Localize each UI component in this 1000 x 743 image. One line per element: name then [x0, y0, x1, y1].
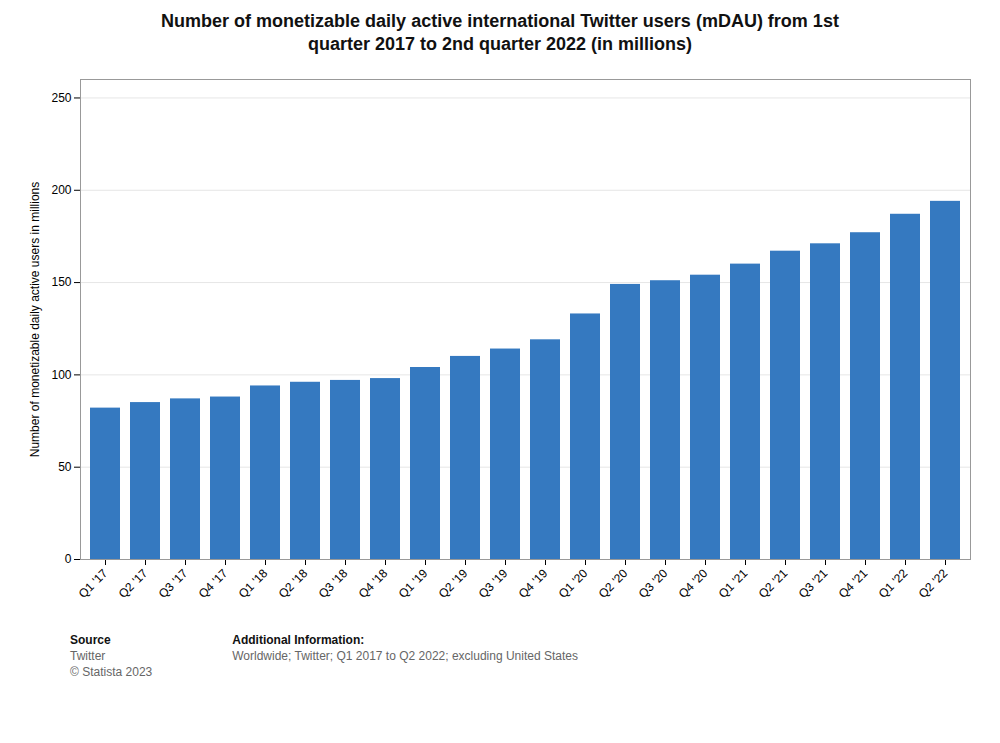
svg-text:Q4 '19: Q4 '19 [516, 566, 551, 601]
svg-text:100: 100 [51, 368, 71, 382]
svg-text:Q2 '22: Q2 '22 [916, 566, 951, 601]
svg-text:0: 0 [65, 552, 72, 566]
svg-text:Q3 '21: Q3 '21 [796, 566, 831, 601]
svg-text:Q2 '19: Q2 '19 [436, 566, 471, 601]
svg-text:Q3 '20: Q3 '20 [636, 566, 671, 601]
html-text:Twitter © Statista 2023: Twitter © Statista 2023 [70, 649, 153, 679]
svg-text:Q2 '21: Q2 '21 [756, 566, 791, 601]
svg-text:Q1 '19: Q1 '19 [396, 566, 431, 601]
html-text:Source: Source [70, 633, 111, 647]
svg-text:150: 150 [51, 275, 71, 289]
html-text:Number of monetizable daily ac: Number of monetizable daily active inter… [161, 11, 839, 54]
svg-text:200: 200 [51, 183, 71, 197]
svg-text:Q3 '17: Q3 '17 [156, 566, 191, 601]
svg-text:Q1 '18: Q1 '18 [236, 566, 271, 601]
html-text:Additional Information:: Additional Information: [232, 633, 365, 647]
svg-text:Q1 '20: Q1 '20 [556, 566, 591, 601]
svg-text:Q3 '18: Q3 '18 [316, 566, 351, 601]
svg-text:Q1 '22: Q1 '22 [876, 566, 911, 601]
svg-text:Q1 '21: Q1 '21 [716, 566, 751, 601]
svg-text:50: 50 [58, 460, 72, 474]
svg-text:Q4 '17: Q4 '17 [196, 566, 231, 601]
svg-text:250: 250 [51, 91, 71, 105]
svg-text:Q2 '17: Q2 '17 [116, 566, 151, 601]
svg-text:Q2 '20: Q2 '20 [596, 566, 631, 601]
svg-text:Q4 '18: Q4 '18 [356, 566, 391, 601]
svg-text:Q4 '20: Q4 '20 [676, 566, 711, 601]
svg-text:Q1 '17: Q1 '17 [76, 566, 111, 601]
svg-text:Q2 '18: Q2 '18 [276, 566, 311, 601]
svg-text:Number of monetizable daily ac: Number of monetizable daily active users… [28, 182, 42, 457]
svg-text:Q4 '21: Q4 '21 [836, 566, 871, 601]
html-text:Worldwide; Twitter; Q1 2017 to: Worldwide; Twitter; Q1 2017 to Q2 2022; … [232, 649, 578, 663]
svg-text:Q3 '19: Q3 '19 [476, 566, 511, 601]
